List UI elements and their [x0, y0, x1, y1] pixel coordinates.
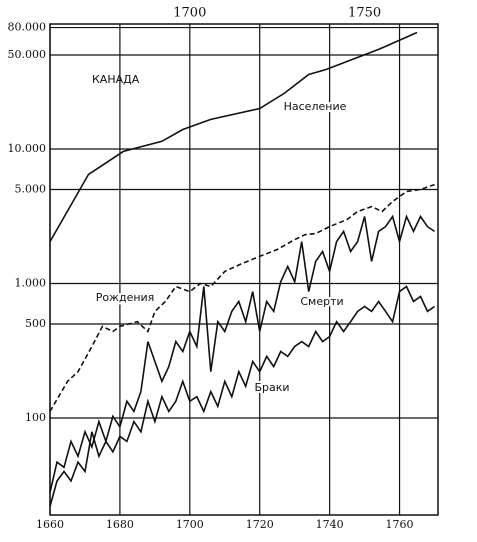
plot-frame	[49, 23, 439, 516]
x-tick-label: 1740	[316, 518, 344, 531]
x-tick-label: 1680	[106, 518, 134, 531]
y-tick-label: 80.000	[8, 21, 47, 34]
series-line	[49, 183, 435, 412]
series-label: Население	[284, 100, 347, 113]
y-tick-label: 5.000	[15, 182, 47, 195]
series-label: Браки	[254, 381, 289, 394]
y-tick-label: 1.000	[15, 276, 47, 289]
x-tick-label: 1760	[386, 518, 414, 531]
series-label: Смерти	[300, 295, 343, 308]
y-tick-label: 500	[25, 317, 46, 330]
y-tick-label: 10.000	[8, 142, 47, 155]
annotation: КАНАДА	[92, 73, 140, 86]
y-tick-label: 100	[25, 411, 46, 424]
y-tick-label: 50.000	[8, 48, 47, 61]
x-tick-label: 1700	[176, 518, 204, 531]
series-line	[49, 285, 435, 507]
top-x-tick-label: 1700	[173, 6, 206, 21]
x-tick-label: 1720	[246, 518, 274, 531]
top-x-tick-label: 1750	[348, 6, 381, 21]
series-line	[49, 214, 435, 493]
series-line	[49, 31, 418, 242]
series-label: Рождения	[96, 291, 155, 304]
x-tick-label: 1660	[36, 518, 64, 531]
